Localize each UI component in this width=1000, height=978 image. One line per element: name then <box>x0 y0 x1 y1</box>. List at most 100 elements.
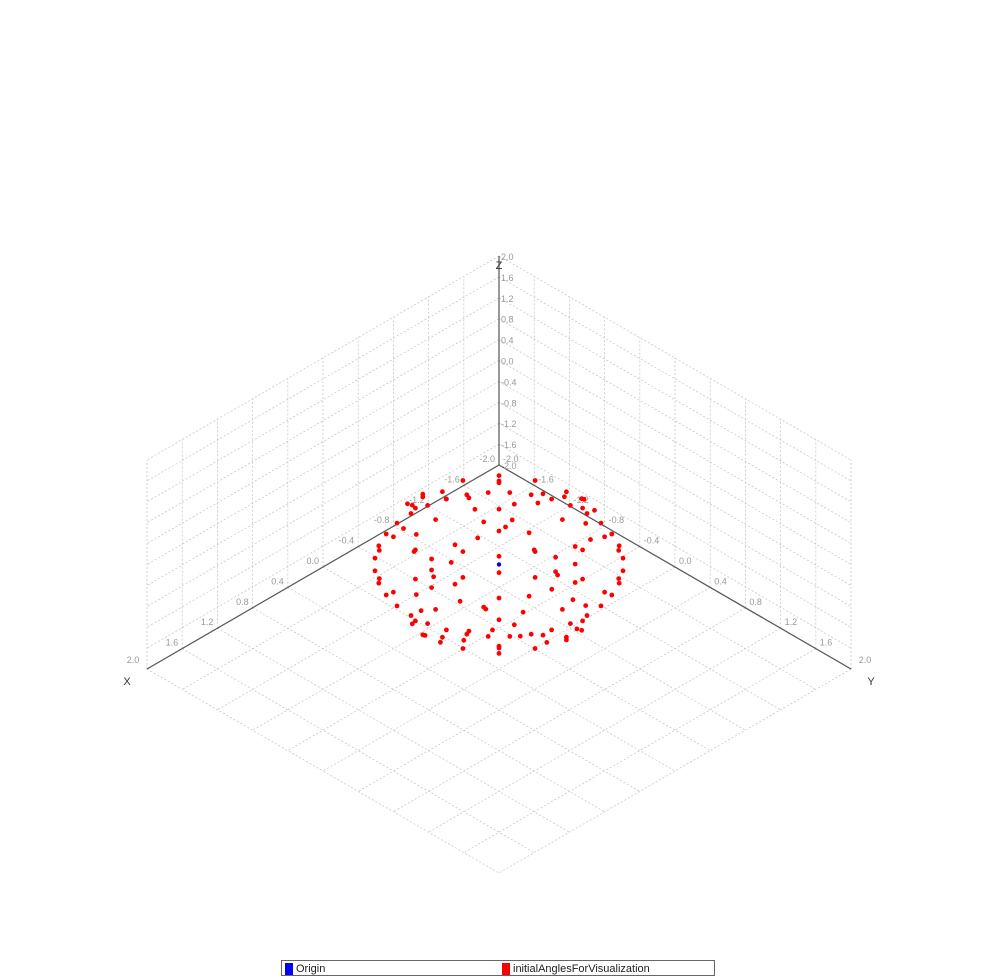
data-point <box>544 640 550 645</box>
data-point <box>616 548 622 553</box>
grid-line-floor <box>463 648 817 853</box>
z-tick-label: 0.4 <box>501 336 514 346</box>
data-point <box>496 617 502 623</box>
data-point <box>394 520 400 526</box>
data-point <box>540 491 546 497</box>
data-point <box>572 544 578 549</box>
data-point <box>532 549 538 554</box>
data-point <box>383 531 389 537</box>
data-point <box>609 592 615 598</box>
data-point <box>496 473 502 478</box>
data-point <box>391 534 396 540</box>
data-point <box>460 478 466 483</box>
data-point <box>433 607 438 612</box>
data-point <box>526 530 532 536</box>
scatter-3d-chart: 1.6 1.2 0.8 0.4 0.0 -0.4 -0.8 -1.2 -1.6 -2.0 1.6 1.… <box>123 252 875 874</box>
data-point <box>448 560 454 565</box>
data-point <box>481 604 487 610</box>
z-tick-label: -1.6 <box>501 440 517 450</box>
data-point <box>620 555 626 561</box>
data-point <box>372 568 378 574</box>
data-point <box>511 622 517 628</box>
data-point <box>372 555 378 561</box>
data-point <box>413 618 418 624</box>
data-point <box>564 634 569 640</box>
data-point <box>420 491 426 497</box>
data-point <box>429 585 434 590</box>
data-point <box>509 517 515 523</box>
grid-line-wall-left <box>146 297 500 503</box>
data-point <box>461 637 467 643</box>
data-point <box>443 496 449 502</box>
x-tick-label: 0.4 <box>271 576 284 586</box>
x-tick-label: -2.0 <box>479 454 495 464</box>
data-point <box>413 576 418 582</box>
x-axis-line <box>146 464 500 670</box>
data-point <box>616 543 622 549</box>
data-point <box>490 627 495 633</box>
z-tick-label: 1.6 <box>501 273 514 283</box>
data-point <box>420 632 426 638</box>
data-point <box>496 645 502 651</box>
data-point <box>616 576 622 581</box>
data-point <box>496 595 502 601</box>
x-tick-label: 2.0 <box>127 655 140 665</box>
data-point <box>376 548 382 553</box>
grid-line-wall-right <box>498 401 852 607</box>
data-point <box>440 489 445 495</box>
data-point <box>579 627 585 633</box>
data-point <box>598 603 604 609</box>
data-point <box>553 554 558 560</box>
data-point <box>532 478 538 483</box>
legend-label-initial-angles: initialAnglesForVisualization <box>513 962 650 975</box>
data-point <box>394 603 400 609</box>
grid-line-wall-right <box>498 297 852 503</box>
data-point <box>598 520 604 526</box>
data-point <box>602 589 607 595</box>
axis-lines <box>146 256 852 670</box>
data-point <box>549 496 554 502</box>
z-tick-label: -0.8 <box>501 398 517 408</box>
data-point <box>574 626 580 632</box>
y-tick-label: 0.4 <box>714 576 727 586</box>
legend-item-origin: Origin <box>285 962 325 975</box>
data-point <box>583 521 589 526</box>
data-point <box>620 568 626 574</box>
data-point <box>503 524 508 530</box>
data-point <box>433 517 438 522</box>
data-point <box>401 526 406 531</box>
data-point <box>376 580 382 586</box>
data-point <box>429 567 434 573</box>
y-axis-label: Y <box>867 676 875 688</box>
x-tick-label: -1.6 <box>444 474 460 484</box>
data-point <box>572 561 578 567</box>
data-point <box>507 634 513 639</box>
z-tick-label: -1.2 <box>501 419 517 429</box>
data-point <box>405 501 410 507</box>
data-point <box>568 503 573 508</box>
y-tick-label: 1.6 <box>820 638 833 648</box>
x-tick-label: -1.2 <box>409 495 425 505</box>
legend: Origin initialAnglesForVisualization <box>281 960 715 976</box>
grid-line-floor <box>181 648 535 853</box>
grid-line-wall-right <box>498 318 852 524</box>
grid-lines <box>146 255 852 874</box>
data-point <box>383 592 389 598</box>
data-point <box>580 505 585 511</box>
y-tick-label: 1.2 <box>785 617 798 627</box>
data-point <box>409 621 415 627</box>
x-tick-label: 0.8 <box>236 597 249 607</box>
x-axis-label: X <box>123 676 131 688</box>
data-point <box>584 613 590 618</box>
data-point <box>496 478 502 484</box>
data-point <box>532 575 538 580</box>
data-point <box>511 501 517 507</box>
data-points <box>372 473 626 656</box>
data-point <box>616 580 622 586</box>
data-point <box>549 586 555 592</box>
data-point <box>496 553 502 559</box>
data-point <box>562 494 567 500</box>
data-point <box>535 500 541 506</box>
grid-line-wall-left <box>146 401 500 607</box>
data-point <box>555 572 560 578</box>
